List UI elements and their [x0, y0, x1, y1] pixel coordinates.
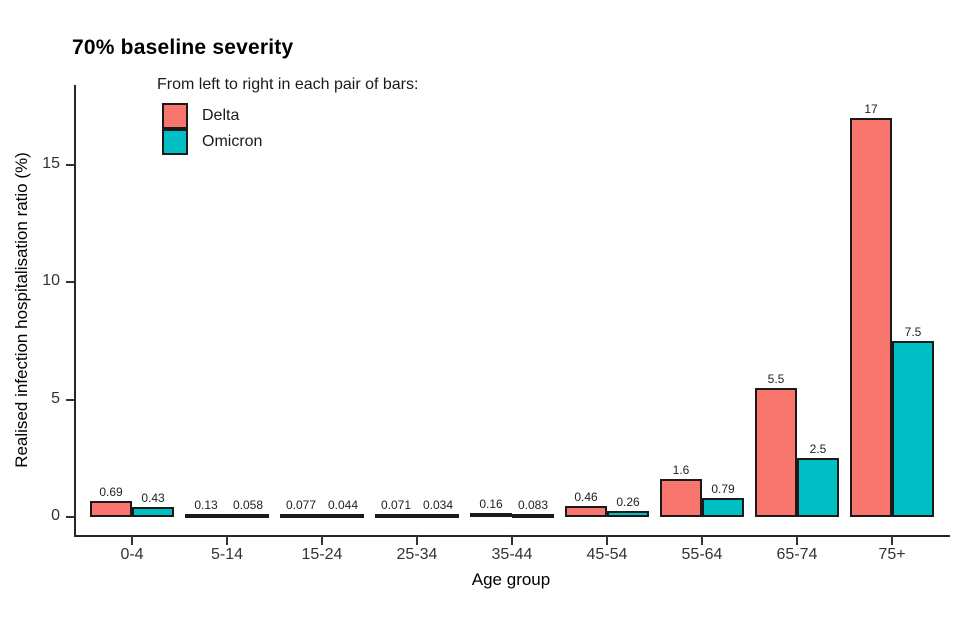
value-label-omicron-25-34: 0.034: [422, 498, 454, 512]
bar-delta-15-24: [280, 514, 322, 518]
legend-swatch-delta-icon: [162, 103, 188, 129]
x-tick-mark-75-: [891, 535, 893, 545]
y-tick-label-0: 0: [51, 507, 60, 524]
value-label-omicron-45-54: 0.26: [616, 494, 640, 509]
legend-label-delta: Delta: [202, 107, 240, 124]
bar-omicron-25-34: [417, 514, 459, 518]
bar-omicron-45-54: [607, 510, 649, 517]
value-label-delta-55-64: 1.6: [672, 463, 690, 478]
x-tick-label-65-74: 65-74: [776, 546, 818, 563]
bar-omicron-55-64: [702, 498, 744, 517]
legend-title: From left to right in each pair of bars:: [157, 76, 419, 93]
bar-delta-45-54: [565, 506, 607, 517]
y-tick-mark-15: [66, 163, 74, 166]
x-tick-label-35-44: 35-44: [491, 546, 533, 563]
x-tick-label-15-24: 15-24: [301, 546, 343, 563]
x-tick-mark-45-54: [606, 535, 608, 545]
x-tick-label-25-34: 25-34: [396, 546, 438, 563]
value-label-delta-5-14: 0.13: [194, 497, 218, 512]
x-tick-mark-65-74: [796, 535, 798, 545]
value-label-omicron-5-14: 0.058: [232, 498, 264, 512]
plot-area: 0 5 10 15 0-4 0.69 0.43 5-14 0.13 0.058 15-24 0.077…: [42, 85, 950, 563]
x-tick-mark-15-24: [321, 535, 323, 545]
value-label-delta-45-54: 0.46: [574, 490, 598, 505]
value-label-delta-15-24: 0.077: [285, 498, 317, 512]
value-label-omicron-55-64: 0.79: [711, 482, 735, 497]
x-tick-mark-35-44: [511, 535, 513, 545]
y-tick-mark-0: [66, 516, 74, 518]
value-label-delta-25-34: 0.071: [380, 498, 412, 512]
x-tick-label-0-4: 0-4: [120, 546, 144, 563]
bar-omicron-5-14: [227, 514, 269, 518]
value-label-delta-65-74: 5.5: [767, 371, 785, 386]
bar-delta-0-4: [90, 500, 132, 517]
bar-delta-65-74: [755, 387, 797, 517]
chart-title: 70% baseline severity: [72, 36, 294, 59]
value-label-omicron-35-44: 0.083: [517, 498, 549, 512]
bar-delta-55-64: [660, 479, 702, 517]
x-tick-label-45-54: 45-54: [586, 546, 628, 563]
x-tick-mark-55-64: [701, 535, 703, 545]
value-label-delta-75-: 17: [864, 101, 878, 116]
x-tick-mark-0-4: [131, 535, 133, 545]
legend: From left to right in each pair of bars:…: [157, 76, 418, 155]
legend-swatch-omicron-icon: [162, 129, 188, 155]
value-label-omicron-65-74: 2.5: [809, 442, 827, 457]
bar-omicron-0-4: [132, 506, 174, 517]
x-axis-title: Age group: [471, 570, 551, 589]
x-tick-mark-25-34: [416, 535, 418, 545]
x-tick-label-5-14: 5-14: [210, 546, 244, 563]
bar-omicron-65-74: [797, 458, 839, 517]
bar-omicron-15-24: [322, 514, 364, 518]
y-tick-label-15: 15: [42, 154, 60, 172]
value-label-omicron-75-: 7.5: [904, 324, 922, 339]
value-label-delta-0-4: 0.69: [99, 484, 123, 499]
y-axis-title: Realised infection hospitalisation ratio…: [12, 152, 31, 468]
x-tick-mark-5-14: [226, 535, 228, 545]
x-tick-label-75-: 75+: [878, 546, 906, 563]
legend-label-omicron: Omicron: [202, 133, 263, 150]
bar-delta-25-34: [375, 514, 417, 518]
legend-item-delta: Delta: [162, 103, 418, 129]
y-tick-mark-10: [66, 281, 74, 283]
bar-delta-5-14: [185, 513, 227, 518]
y-tick-mark-5: [66, 398, 74, 401]
bar-omicron-75-: [892, 340, 934, 517]
value-label-omicron-0-4: 0.43: [141, 490, 165, 505]
bar-omicron-35-44: [512, 514, 554, 518]
bar-delta-75-: [850, 117, 892, 517]
x-tick-label-55-64: 55-64: [681, 546, 723, 563]
bar-delta-35-44: [470, 513, 512, 518]
value-label-delta-35-44: 0.16: [479, 497, 503, 512]
y-tick-label-5: 5: [51, 389, 60, 407]
y-tick-label-10: 10: [42, 272, 60, 289]
legend-item-omicron: Omicron: [162, 129, 418, 155]
value-label-omicron-15-24: 0.044: [327, 498, 359, 512]
